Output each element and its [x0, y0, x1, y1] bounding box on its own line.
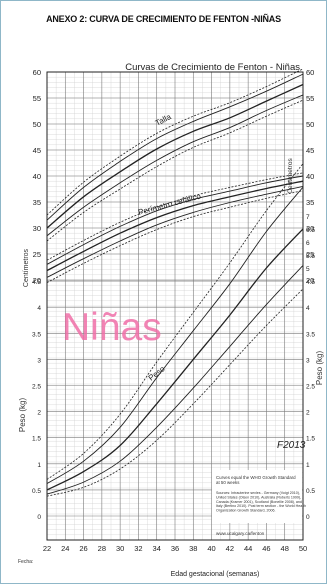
cm-tick-label-left: 25	[33, 250, 41, 259]
perimetro-cefalico-p50-curve	[46, 180, 304, 272]
talla-p97-curve	[46, 68, 304, 216]
notes-line: Canada (Kramer 2001), Scotland (Bonellie…	[216, 500, 302, 504]
kg-tick-label-left: 0.5	[32, 488, 41, 495]
x-tick-label: 38	[189, 544, 197, 553]
kg-tick-label-right: 0.5	[306, 488, 315, 495]
cm-tick-label-left: 45	[33, 146, 41, 155]
x-tick-label: 26	[79, 544, 87, 553]
cm-tick-label-left: 30	[33, 224, 41, 233]
cm-tick-label-right: 50	[306, 120, 314, 129]
peso-p3-curve	[46, 288, 304, 497]
kg-tick-label-right: 3	[306, 357, 310, 364]
cm-tick-label-right: 20	[306, 276, 314, 285]
kg-tick-label-right: 4.5	[306, 279, 315, 286]
cm-tick-label-left: 40	[33, 172, 41, 181]
peso-p97-curve	[46, 163, 304, 480]
perimetro-cefalico-p3-curve	[46, 190, 304, 283]
logo-fenton: F2013	[277, 440, 306, 451]
watermark-label: Niñas	[62, 306, 162, 349]
source-url: www.ucalgary.ca/fenton	[216, 531, 265, 536]
plot-border	[46, 71, 304, 541]
x-tick-label: 44	[244, 544, 252, 553]
x-tick-label: 36	[171, 544, 179, 553]
kg-tick-label-right: 6	[306, 240, 310, 247]
peso-p90-curve	[46, 186, 304, 484]
kg-tick-label-right: 2.5	[306, 384, 315, 391]
cm-tick-label-right: 40	[306, 172, 314, 181]
cm-tick-label-right: 30	[306, 224, 314, 233]
x-tick-label: 30	[116, 544, 124, 553]
x-tick-label: 42	[226, 544, 234, 553]
kg-tick-label-right: 1	[306, 462, 310, 469]
cm-tick-label-left: 20	[33, 276, 41, 285]
kg-tick-label-right: 2	[306, 410, 310, 417]
peso-p50-curve	[46, 228, 304, 491]
cm-tick-label-left: 55	[33, 94, 41, 103]
ylabel-left-top: Centímetros	[23, 248, 30, 287]
cm-tick-label-right: 55	[306, 94, 314, 103]
cm-tick-label-left: 35	[33, 198, 41, 207]
x-tick-label: 46	[262, 544, 270, 553]
kg-tick-label-left: 4	[37, 305, 41, 312]
x-tick-label: 22	[43, 544, 51, 553]
ylabel-right-bottom: Peso (kg)	[315, 351, 324, 386]
notes-line: Sources: Intrauterine sexles - Germany (…	[216, 491, 300, 495]
x-tick-label: 24	[61, 544, 69, 553]
kg-tick-label-left: 3	[37, 357, 41, 364]
x-tick-label: 40	[207, 544, 215, 553]
cm-tick-label-left: 60	[33, 68, 41, 77]
cm-tick-label-right: 25	[306, 250, 314, 259]
perimetro-cefalico-p90-curve	[46, 175, 304, 265]
cm-tick-label-right: 35	[306, 198, 314, 207]
kg-tick-label-left: 4.5	[32, 279, 41, 286]
notes-line: at 50 weeks	[216, 480, 240, 485]
page-heading: ANEXO 2: CURVA DE CRECIMIENTO DE FENTON …	[46, 14, 281, 24]
kg-tick-label-left: 0	[37, 514, 41, 521]
x-tick-label: 48	[281, 544, 289, 553]
kg-tick-label-right: 5.5	[306, 253, 315, 260]
kg-tick-label-left: 2.5	[32, 384, 41, 391]
ylabel-right-top: Centímetros	[287, 158, 294, 194]
kg-tick-label-right: 1.5	[306, 436, 315, 443]
chart-title: Curvas de Crecimiento de Fenton - Niñas	[125, 62, 300, 73]
notes-line: United States (Olsen 2010), Australia (R…	[216, 495, 301, 499]
talla-p90-curve	[46, 73, 304, 221]
kg-tick-label-right: 7	[306, 214, 310, 221]
ylabel-left-bottom: Peso (kg)	[18, 398, 27, 433]
cm-tick-label-right: 45	[306, 146, 314, 155]
kg-tick-label-left: 1	[37, 462, 41, 469]
talla-p50-curve	[46, 83, 304, 229]
kg-tick-label-right: 4	[306, 305, 310, 312]
talla-p10-curve	[46, 94, 304, 237]
kg-tick-label-right: 0	[306, 514, 310, 521]
perimetro-cefalico-p97-curve	[46, 172, 304, 261]
notes-line: Organization Growth Standard, 2006.	[216, 509, 276, 513]
kg-tick-label-left: 1.5	[32, 436, 41, 443]
percentile-curves	[46, 68, 304, 497]
cm-tick-label-left: 50	[33, 120, 41, 129]
talla-p3-curve	[46, 99, 304, 242]
date-label: Fecha:	[18, 559, 33, 565]
x-axis-label: Edad gestacional (semanas)	[171, 571, 260, 578]
cm-tick-label-right: 60	[306, 68, 314, 77]
perimetro-cefalico-p10-curve	[46, 185, 304, 278]
notes-line: Curves equal the WHO Growth Standard	[216, 475, 296, 480]
x-tick-label: 50	[299, 544, 307, 553]
peso-p10-curve	[46, 265, 304, 495]
x-tick-label: 32	[134, 544, 142, 553]
kg-tick-label-right: 6.5	[306, 227, 315, 234]
kg-tick-label-left: 3.5	[32, 331, 41, 338]
x-tick-label: 34	[153, 544, 161, 553]
kg-tick-label-left: 2	[37, 410, 41, 417]
notes-line: Italy (Bertino 2010). Post term section …	[216, 504, 306, 508]
notes-text: Curves equal the WHO Growth Standard at 5…	[216, 475, 306, 513]
notes-box	[212, 470, 302, 523]
x-tick-label: 28	[98, 544, 106, 553]
kg-tick-label-right: 5	[306, 266, 310, 273]
kg-tick-label-right: 3.5	[306, 331, 315, 338]
